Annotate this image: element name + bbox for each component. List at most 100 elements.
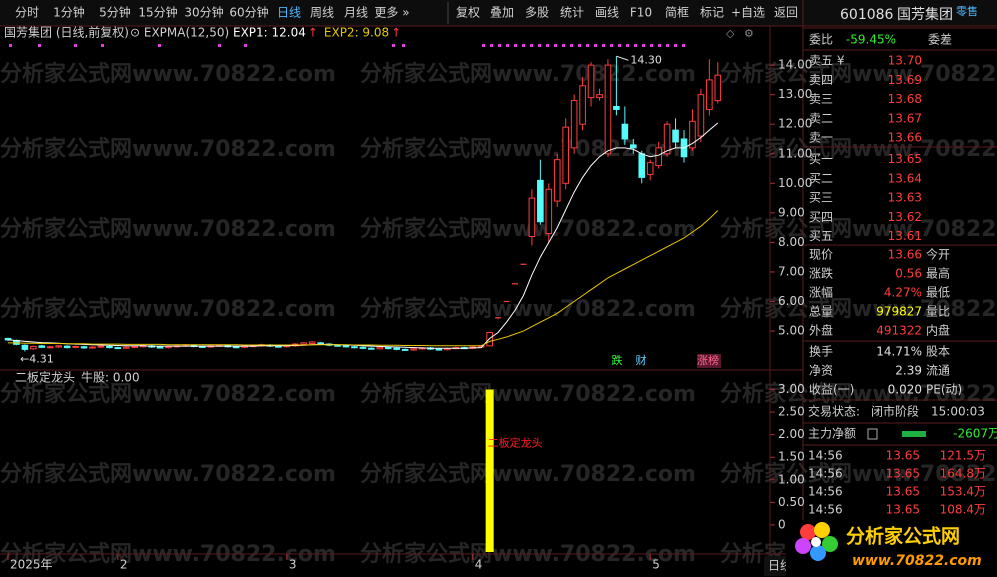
toolbar-button[interactable]: 复权 bbox=[456, 6, 480, 20]
logo-petal bbox=[800, 524, 816, 540]
candle-body bbox=[613, 105, 620, 110]
period-tab[interactable]: 月线 bbox=[344, 6, 368, 20]
candle-body bbox=[604, 64, 612, 155]
label: 委比 bbox=[809, 33, 833, 47]
watermark: 分析家公式网www.70822.com bbox=[360, 296, 696, 322]
y-tick-label: 9.00 bbox=[778, 205, 805, 219]
candle-body bbox=[630, 144, 637, 149]
limit-marker bbox=[562, 44, 565, 47]
candle-body bbox=[368, 347, 375, 350]
period-tab[interactable]: 周线 bbox=[310, 6, 334, 20]
toolbar-button[interactable]: 画线 bbox=[595, 6, 619, 20]
stat-label: 涨幅 bbox=[809, 285, 833, 300]
y-tick-label: 11.00 bbox=[778, 146, 812, 160]
value: 闭市阶段 bbox=[871, 404, 919, 419]
legend-entry: EXP2: 9.08 bbox=[324, 26, 389, 40]
limit-marker bbox=[610, 44, 613, 47]
watermark: 分析家公式网www.70822.com bbox=[0, 136, 336, 162]
watermark: 分析家公式网www.70822.com bbox=[360, 381, 696, 407]
logo-center bbox=[811, 537, 821, 547]
stat-value: 13.66 bbox=[888, 248, 922, 262]
bid-price: 13.63 bbox=[888, 191, 922, 205]
limit-marker bbox=[570, 44, 573, 47]
watermark: 分析家公式网www.70822.com bbox=[720, 296, 997, 322]
tick-volume: 108.4万 bbox=[940, 503, 986, 517]
stat-label: 收益(一) bbox=[809, 383, 854, 397]
event-dot bbox=[38, 44, 41, 47]
value: -2607万 bbox=[953, 427, 997, 441]
icon: ◇ bbox=[726, 27, 735, 40]
candle-body bbox=[435, 348, 443, 351]
stat-label: 股本 bbox=[926, 345, 950, 359]
content: 分时 1分钟 5分钟 15分钟 30分钟 60分钟 日线 周线 月线 更多 » 复权 叠加 多股 统计 画线… bbox=[4, 4, 997, 577]
bid-price: 13.62 bbox=[888, 210, 922, 224]
toolbar-button[interactable]: 标记 bbox=[700, 6, 724, 20]
stat-label: 今开 bbox=[926, 247, 950, 262]
value: -59.45% bbox=[846, 33, 896, 47]
tick-volume: 164.8万 bbox=[940, 467, 986, 481]
ask-price: 13.68 bbox=[888, 92, 922, 106]
limit-marker bbox=[482, 44, 485, 47]
candle-body bbox=[579, 85, 586, 125]
bid-label: 买五 bbox=[809, 229, 833, 243]
candle-body bbox=[646, 162, 654, 175]
stat-label: 外盘 bbox=[809, 323, 833, 338]
period-tab[interactable]: 更多 » bbox=[374, 6, 409, 20]
period-tab[interactable]: 分时 bbox=[15, 6, 39, 20]
y-tick-label: 12.00 bbox=[778, 117, 812, 131]
tick-time: 14:56 bbox=[808, 449, 843, 463]
tick-volume: 153.4万 bbox=[940, 485, 986, 499]
period-tab[interactable]: 5分钟 bbox=[99, 5, 131, 20]
event-dot bbox=[9, 44, 12, 47]
event-dot bbox=[158, 44, 161, 47]
ask-label: 卖三 bbox=[809, 92, 833, 106]
period-tab[interactable]: 60分钟 bbox=[229, 5, 268, 20]
toolbar-button[interactable]: +自选 bbox=[731, 6, 765, 20]
y-tick-label: 7.00 bbox=[778, 264, 805, 278]
event-label[interactable]: 跌 bbox=[612, 353, 623, 367]
period-tab[interactable]: 15分钟 bbox=[138, 5, 177, 20]
sector-tag: 零售 bbox=[956, 4, 978, 18]
event-label[interactable]: 涨榜 bbox=[697, 353, 719, 367]
watermark: 分析家公式网www.70822.com bbox=[0, 461, 336, 487]
tick-price: 13.65 bbox=[886, 467, 920, 481]
period-tab[interactable]: 30分钟 bbox=[184, 5, 223, 20]
bid-price: 13.64 bbox=[888, 171, 922, 185]
toolbar-button[interactable]: 返回 bbox=[774, 6, 798, 20]
stat-value: 4.27% bbox=[884, 286, 922, 300]
period-tab[interactable]: 日线 bbox=[277, 6, 301, 20]
annotation: ←4.31 bbox=[20, 352, 54, 365]
toolbar-button[interactable]: 叠加 bbox=[490, 6, 514, 20]
toolbar-button[interactable]: 统计 bbox=[560, 6, 584, 20]
event-label[interactable]: 财 bbox=[636, 353, 647, 367]
candle-body bbox=[663, 123, 671, 155]
x-tick-label: 3 bbox=[289, 558, 297, 572]
candle-body bbox=[655, 147, 662, 167]
stat-label: 总量 bbox=[809, 305, 833, 319]
watermark-layer: 分析家公式网www.70822.com 分析家公式网www.70822.com 分析… bbox=[0, 61, 997, 567]
candle-body bbox=[528, 197, 536, 238]
candle-body bbox=[232, 346, 240, 349]
stat-value: 14.71% bbox=[876, 345, 922, 359]
watermark: 分析家公式网www.70822.com bbox=[720, 61, 997, 87]
toolbar-bg bbox=[0, 0, 997, 26]
logo-title: 分析家公式网 bbox=[846, 525, 960, 548]
limit-marker bbox=[578, 44, 581, 47]
period-tab[interactable]: 1分钟 bbox=[53, 5, 85, 20]
event-dot bbox=[74, 44, 77, 47]
candle-body bbox=[621, 123, 629, 140]
y-tick-label: 10.00 bbox=[778, 176, 812, 190]
limit-marker bbox=[522, 44, 525, 47]
ask-label: 卖五 ¥ bbox=[809, 54, 845, 68]
y-tick-label: 0.50 bbox=[778, 495, 805, 509]
toolbar-button[interactable]: 多股 bbox=[525, 6, 549, 20]
limit-marker bbox=[498, 44, 501, 47]
indicator-title: 二板定龙头 bbox=[15, 370, 75, 385]
toolbar-button[interactable]: 简框 bbox=[665, 6, 689, 20]
stat-value: 0.56 bbox=[895, 267, 922, 281]
legend-trend: ↑ bbox=[308, 26, 318, 40]
candle-body bbox=[486, 332, 493, 347]
toolbar-button[interactable]: F10 bbox=[630, 6, 652, 20]
legend-trend: ↑ bbox=[391, 26, 401, 40]
